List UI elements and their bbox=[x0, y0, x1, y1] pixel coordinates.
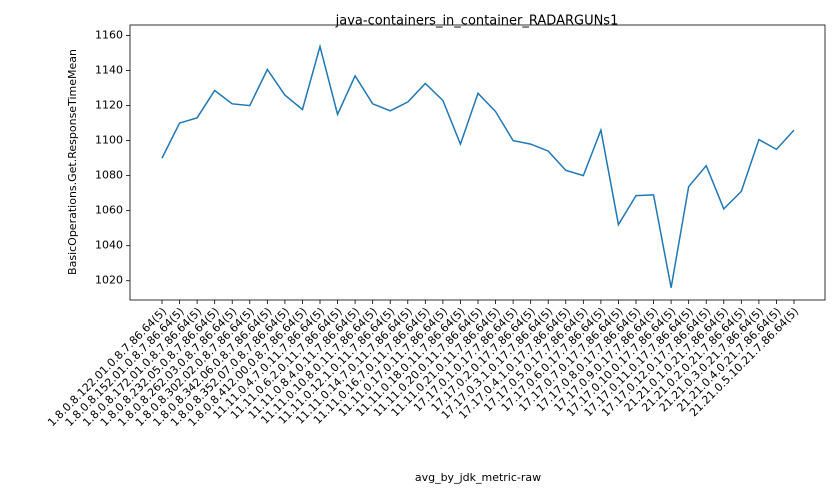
chart-title: java-containers_in_container_RADARGUNs1 bbox=[335, 14, 619, 29]
line bbox=[161, 43, 795, 288]
y-tick-label: 1140 bbox=[95, 64, 123, 77]
y-tick-label: 1060 bbox=[95, 204, 123, 217]
y-tick-label: 1020 bbox=[95, 274, 123, 287]
y-tick-label: 1080 bbox=[95, 169, 123, 182]
y-tick-label: 1100 bbox=[95, 134, 123, 147]
y-tick-label: 1120 bbox=[95, 99, 123, 112]
plot-frame bbox=[129, 24, 826, 301]
y-axis-label: BasicOperations.Get.ResponseTimeMean bbox=[66, 49, 79, 275]
x-axis-label: avg_by_jdk_metric-raw bbox=[415, 471, 541, 484]
y-tick-label: 1160 bbox=[95, 29, 123, 42]
y-tick-label: 1040 bbox=[95, 239, 123, 252]
